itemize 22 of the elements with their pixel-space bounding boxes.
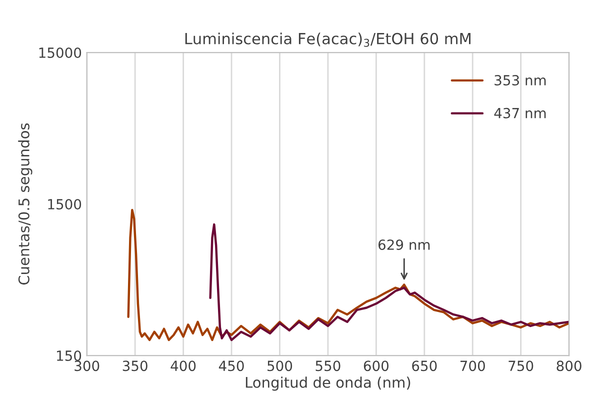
x-tick-label: 450 xyxy=(218,360,244,372)
x-tick-label: 500 xyxy=(268,360,292,372)
x-tick-label: 700 xyxy=(460,360,485,372)
x-tick-label: 550 xyxy=(316,360,340,372)
y-axis-title: Cuentas/0.5 segundos xyxy=(18,123,32,285)
annotation: 629 nm xyxy=(378,239,430,250)
x-tick-label: 750 xyxy=(508,360,534,372)
y-tick-label: 15000 xyxy=(39,47,82,58)
line-series xyxy=(127,208,570,342)
y-tick-label: 1500 xyxy=(48,198,82,210)
line-series xyxy=(209,223,570,342)
x-tick-label: 600 xyxy=(364,360,389,372)
y-tick-label: 150 xyxy=(57,350,82,361)
x-tick-label: 400 xyxy=(170,360,196,372)
chart-title: Luminiscencia Fe(acac)$_{3}$/EtOH 60 mM xyxy=(185,32,470,47)
x-axis-title: Longitud de onda (nm) xyxy=(246,376,410,391)
legend-label: 437 nm xyxy=(494,108,546,118)
x-tick-label: 350 xyxy=(122,360,148,372)
legend-label: 353 nm xyxy=(494,74,546,86)
x-tick-label: 800 xyxy=(556,360,582,372)
x-tick-label: 300 xyxy=(74,360,100,372)
x-tick-label: 650 xyxy=(412,360,437,372)
